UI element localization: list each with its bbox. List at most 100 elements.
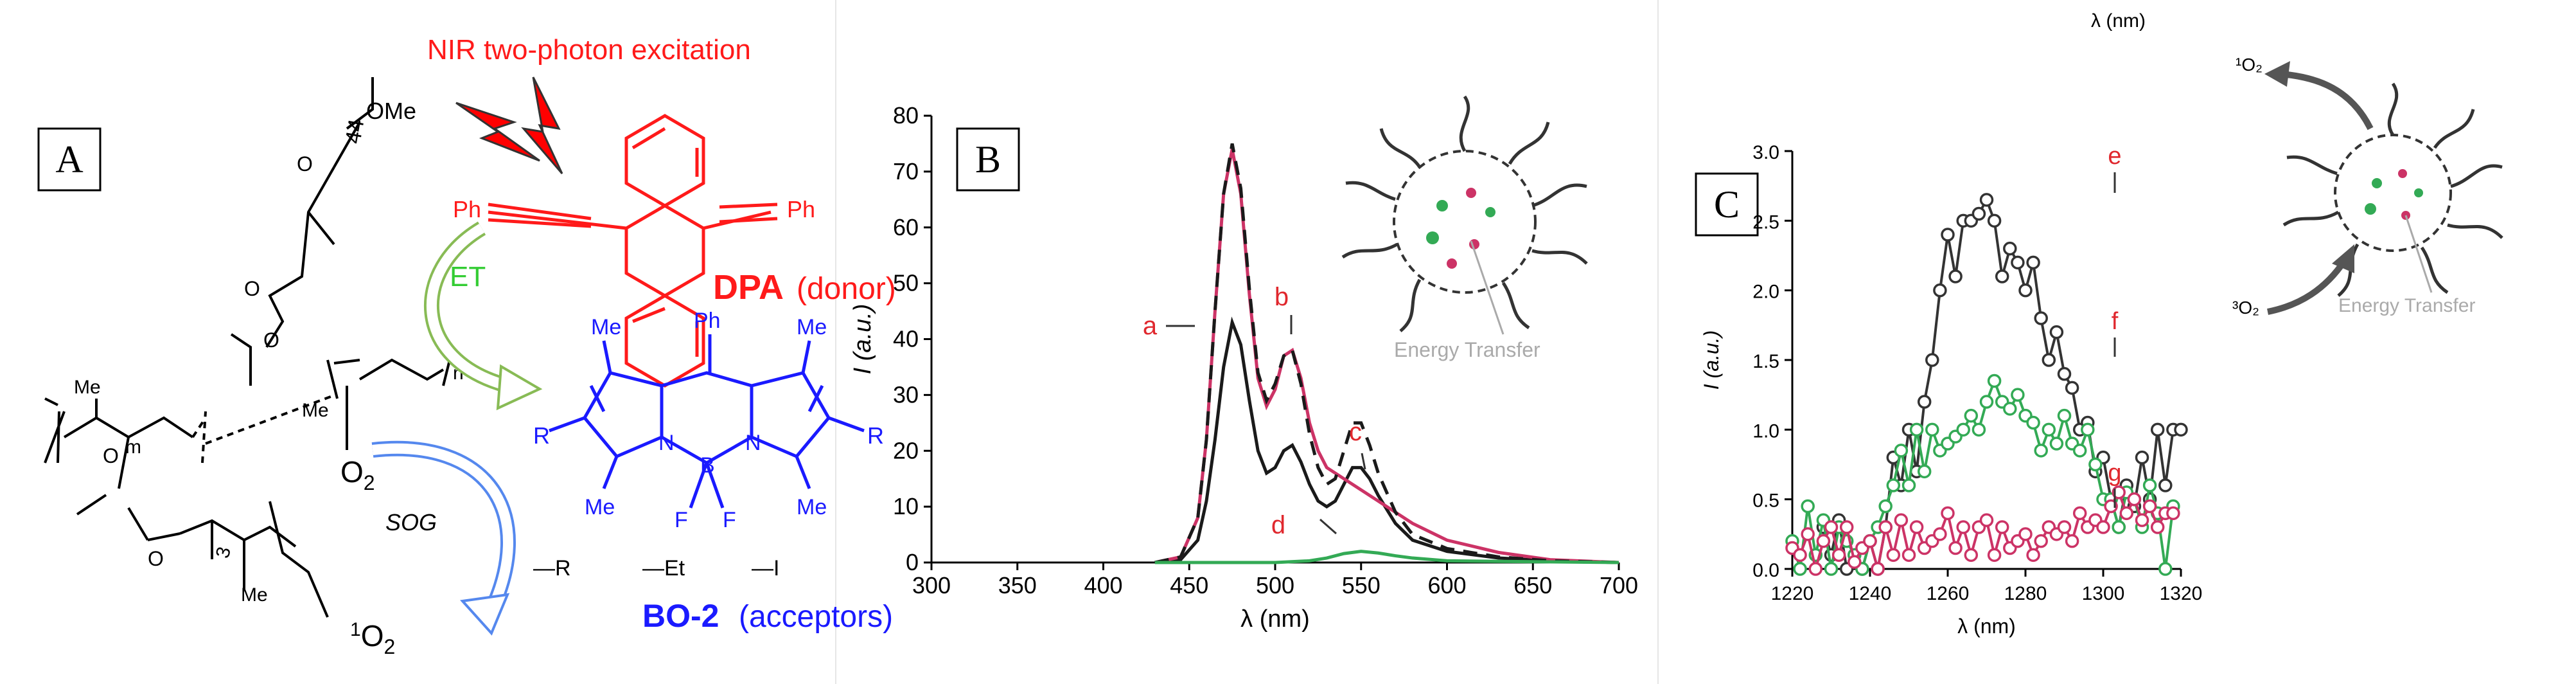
series-point-e <box>2026 255 2040 270</box>
et-label: ET <box>450 261 486 292</box>
sog-arrow-inner <box>372 443 514 620</box>
dot-pink-3 <box>1447 258 1457 269</box>
series-point-f <box>1956 422 1970 437</box>
bo-name: BO-2 <box>642 598 719 634</box>
series-point-f <box>2081 422 2095 437</box>
micelle-inset-c: Energy Transfer ¹O₂ ³O₂ <box>2232 55 2503 318</box>
x-tick-label: 650 <box>1513 572 1552 598</box>
series-point-f <box>1801 499 1815 514</box>
divider-c-left <box>1657 0 1659 684</box>
series-line-a <box>1154 316 1619 564</box>
annotation-d-arrow <box>1319 518 1337 535</box>
x-axis-label: λ (nm) <box>1240 606 1310 633</box>
series-point-f <box>2158 562 2173 576</box>
series-point-e <box>1979 193 1994 207</box>
series-point-e <box>2011 255 2025 270</box>
o-atom-5: O <box>297 152 313 176</box>
panel-b-label-box <box>956 127 1020 192</box>
series-point-e <box>1941 228 1955 242</box>
o-atom-3: O <box>244 277 260 300</box>
series-point-e <box>2018 283 2033 298</box>
series-point-g <box>2018 527 2033 541</box>
subst-r: —R <box>533 556 571 580</box>
y-tick-label: 0.5 <box>1752 491 1779 512</box>
panel-b-label: B <box>975 138 1001 181</box>
headline-nir: NIR two-photon excitation <box>427 34 751 66</box>
x-tick-label: 500 <box>1256 572 1294 598</box>
series-point-g <box>1793 548 1807 562</box>
series-point-f <box>1909 422 1924 437</box>
sog-arrow-head <box>460 593 510 636</box>
series-point-g <box>2034 534 2048 548</box>
micelle-chains-c <box>2282 82 2503 297</box>
dot-pink-1 <box>1466 188 1476 198</box>
series-point-g <box>2119 506 2134 521</box>
panel-a-label: A <box>55 138 83 181</box>
series-point-f <box>2003 402 2017 416</box>
series-point-e <box>1948 269 1963 284</box>
panel-c-top-label: λ (nm) <box>2091 10 2146 32</box>
o-atom-4: O <box>263 328 279 352</box>
series-point-f <box>1886 478 1901 492</box>
series-point-e <box>2003 241 2017 256</box>
series-point-g <box>1831 548 1846 562</box>
inset-pointer-c <box>2404 215 2433 293</box>
series-point-f <box>2057 408 2072 423</box>
series-line-b <box>1154 148 1619 564</box>
annotation-b: b <box>1275 283 1289 311</box>
x-tick-label: 350 <box>998 572 1037 598</box>
series-point-g <box>1848 555 1862 569</box>
sub-3: 3 <box>212 544 235 561</box>
series-point-e <box>2042 353 2056 367</box>
annotation-f: f <box>2112 308 2119 335</box>
series-point-f <box>2072 444 2087 458</box>
series-point-g <box>1901 548 1916 562</box>
x-axis-label: λ (nm) <box>1957 615 2016 638</box>
series-point-e <box>2150 422 2165 437</box>
n-atom-2: N <box>745 431 761 455</box>
x-tick-label: 1320 <box>2160 583 2203 604</box>
series-point-e <box>2049 325 2064 339</box>
me-bo-2: Me <box>797 315 827 339</box>
series-point-f <box>1824 562 1839 576</box>
n-atom-1: N <box>658 431 675 455</box>
series-point-g <box>2166 506 2180 521</box>
annotation-a: a <box>1143 312 1158 340</box>
series-point-f <box>1979 395 1994 409</box>
series-point-g <box>1824 520 1839 534</box>
annotation-g: g <box>2108 460 2121 487</box>
series-point-g <box>1886 548 1901 562</box>
series-point-f <box>1972 422 1986 437</box>
polymer-structure <box>44 77 451 618</box>
f-atom-1: F <box>675 508 688 532</box>
series-point-f <box>2142 478 2157 492</box>
panel-b: B 300 350 400 450 500 550 600 650 700 0 10 20 30 40 50… <box>849 95 1638 633</box>
series-point-f <box>2112 520 2126 534</box>
inset-text-c: Energy Transfer <box>2338 295 2475 316</box>
series-point-f <box>1964 408 1979 423</box>
x-tick-label: 1220 <box>1771 583 1814 604</box>
x-tick-label: 1280 <box>2004 583 2047 604</box>
o-atom-2: O <box>148 547 164 570</box>
series-point-f <box>2011 388 2025 402</box>
series-point-g <box>1909 520 1924 534</box>
sub-44: 44 <box>340 118 369 146</box>
series-point-f <box>1793 562 1807 576</box>
et-arrow <box>424 221 510 393</box>
series-point-e <box>2057 366 2072 381</box>
series-point-g <box>1948 541 1963 555</box>
r-bo-2: R <box>867 422 884 449</box>
dot-c-green-1 <box>2372 178 2382 188</box>
series-point-g <box>2142 499 2157 514</box>
y-axis-label: I (a.u.) <box>1700 330 1723 390</box>
panel-c: C λ (nm) 1220 1240 1260 1280 1300 13200.00.51… <box>1695 10 2503 638</box>
me-bo-1: Me <box>591 315 621 339</box>
ph-right: Ph <box>787 196 815 222</box>
o-atom-1: O <box>103 444 119 467</box>
series-point-g <box>1964 548 1979 562</box>
series-point-g <box>1987 548 2002 562</box>
series-point-e <box>1987 213 2002 228</box>
micelle-shell <box>1393 150 1537 294</box>
series-point-f <box>1894 444 1909 458</box>
